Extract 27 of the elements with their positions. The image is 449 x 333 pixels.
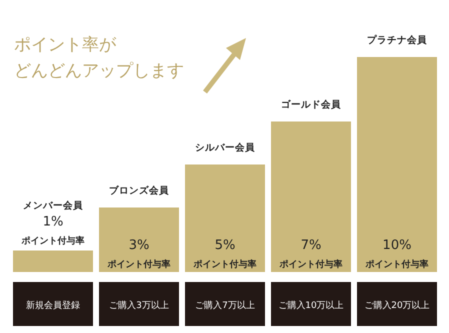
bar (13, 250, 93, 272)
bar (271, 122, 351, 272)
annotation: ポイント付与率 (106, 259, 170, 270)
text: 新規会員登録 (26, 300, 80, 311)
annotation: ポイント付与率 (192, 259, 256, 270)
chart-title: ポイント率が (14, 35, 117, 55)
x-tick-label: メンバー会員 (23, 200, 84, 212)
bar (185, 164, 265, 272)
data-label: 3% (128, 238, 150, 253)
data-label: 1% (42, 214, 64, 230)
chart-subtitle: どんどんアップします (14, 61, 184, 81)
data-label: 7% (300, 238, 322, 253)
x-tick-label: ブロンズ会員 (109, 184, 170, 196)
text: ご購入10万以上 (278, 300, 344, 311)
x-tick-label: シルバー会員 (195, 142, 256, 154)
x-tick-label: プラチナ会員 (367, 34, 428, 46)
data-label: 10% (382, 238, 412, 253)
bar (357, 57, 437, 272)
data-label: 5% (214, 238, 236, 253)
text: ご購入20万以上 (364, 300, 430, 311)
annotation: ポイント付与率 (364, 259, 428, 270)
annotation: ポイント付与率 (278, 259, 342, 270)
annotation: ポイント付与率 (20, 236, 84, 246)
x-tick-label: ゴールド会員 (281, 98, 342, 110)
text: ご購入3万以上 (109, 300, 169, 311)
text: ご購入7万以上 (195, 300, 255, 311)
bar (99, 208, 179, 272)
